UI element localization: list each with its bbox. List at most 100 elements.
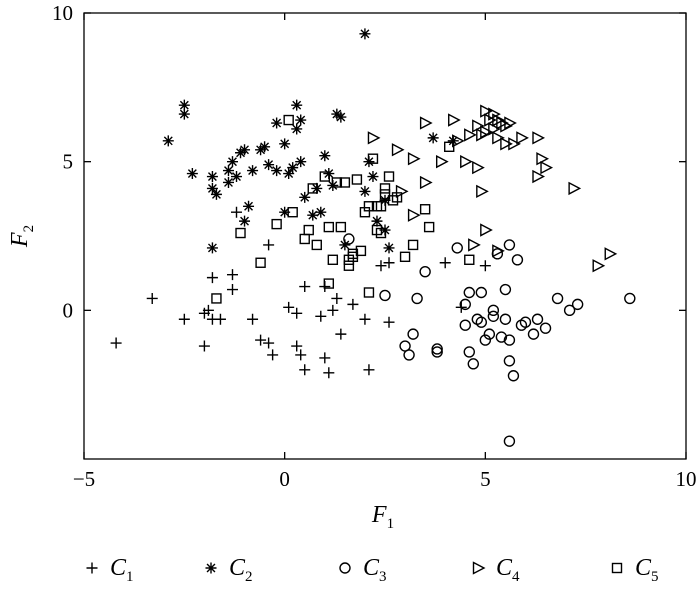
point-c3	[487, 310, 500, 322]
point-c1	[363, 364, 375, 376]
point-c4	[464, 128, 477, 142]
point-c5	[363, 201, 375, 212]
point-c1	[479, 260, 491, 272]
point-c1	[299, 364, 311, 376]
point-c2	[243, 200, 255, 212]
point-c5	[307, 183, 318, 194]
point-c5	[339, 177, 351, 188]
point-c3	[563, 304, 576, 317]
point-c5	[423, 221, 435, 233]
point-c2	[178, 108, 190, 120]
legend-marker-c2	[205, 562, 217, 574]
point-c5	[255, 257, 266, 268]
point-c2	[287, 162, 299, 174]
point-c3	[411, 292, 423, 305]
y-tick-label: 0	[63, 298, 74, 322]
point-c2	[239, 215, 251, 227]
point-c5	[355, 245, 367, 257]
point-c3	[479, 334, 492, 346]
point-c3	[343, 233, 355, 245]
point-c4	[508, 137, 521, 151]
point-c2	[162, 135, 174, 147]
point-c4	[468, 238, 481, 252]
point-c2	[222, 176, 234, 188]
point-c3	[503, 334, 516, 346]
point-c4	[604, 247, 618, 261]
point-c3	[463, 346, 475, 358]
point-c3	[499, 313, 512, 325]
plot-frame	[83, 12, 687, 460]
point-c1	[283, 301, 295, 313]
point-c5	[331, 177, 343, 188]
axis-ticks: −5 0 5 10 0 5 10	[52, 1, 697, 491]
point-c5	[335, 221, 347, 233]
point-c3	[459, 298, 471, 311]
point-c5	[311, 239, 322, 251]
legend-label-c3: C3	[363, 555, 387, 585]
point-c2	[295, 114, 307, 126]
x-tick-label: 0	[279, 467, 290, 491]
point-c3	[431, 343, 443, 355]
point-c1	[202, 304, 214, 316]
point-c1	[198, 340, 210, 352]
legend-marker-c4	[472, 561, 486, 575]
point-c2	[315, 206, 327, 218]
point-c5	[407, 239, 419, 251]
point-c1	[178, 313, 190, 325]
point-c4	[536, 152, 550, 166]
point-c2	[339, 239, 351, 251]
legend-marker-c3	[339, 562, 351, 574]
point-c3	[527, 328, 540, 340]
point-c4	[435, 155, 449, 169]
point-c5	[363, 287, 375, 298]
point-c5	[271, 218, 282, 230]
point-c4	[496, 116, 509, 130]
y-tick-label: 5	[63, 150, 74, 174]
point-c5	[303, 224, 314, 236]
point-c2	[279, 138, 291, 150]
point-c5	[379, 189, 391, 200]
point-c4	[492, 131, 505, 145]
x-tick-label: −5	[73, 467, 95, 491]
point-c1	[347, 298, 359, 310]
point-c3	[475, 316, 488, 328]
point-c2	[307, 209, 319, 221]
point-c1	[291, 340, 303, 352]
point-c3	[483, 328, 496, 340]
point-c4	[476, 184, 489, 199]
x-tick-label: 5	[480, 467, 491, 491]
point-c4	[480, 104, 493, 118]
point-c2	[206, 171, 218, 183]
point-c2	[379, 194, 391, 206]
point-c2	[247, 165, 259, 177]
point-c3	[419, 265, 431, 278]
point-c5	[419, 204, 431, 215]
point-c5	[327, 254, 339, 265]
point-c4	[367, 131, 381, 145]
point-c3	[459, 319, 471, 331]
point-c1	[231, 206, 243, 218]
point-c3	[511, 254, 524, 266]
point-c3	[624, 292, 636, 305]
point-c5	[235, 227, 246, 239]
point-c2	[206, 182, 218, 194]
point-c3	[551, 292, 564, 305]
point-c1	[263, 337, 275, 349]
point-c2	[186, 168, 198, 180]
legend-label-c1: C1	[110, 555, 134, 585]
point-c2	[210, 188, 222, 200]
point-c1	[327, 304, 339, 316]
point-c5	[383, 171, 395, 182]
point-c4	[568, 181, 582, 196]
point-c2	[255, 144, 267, 156]
point-c1	[263, 239, 275, 251]
point-c3	[503, 435, 516, 447]
point-c4	[488, 107, 501, 121]
legend: C1 C2 C3 C4 C5	[86, 555, 659, 585]
point-c4	[476, 128, 489, 142]
point-c1	[255, 334, 267, 346]
point-c2	[359, 185, 371, 197]
point-c1	[315, 310, 327, 322]
point-c4	[540, 160, 554, 175]
